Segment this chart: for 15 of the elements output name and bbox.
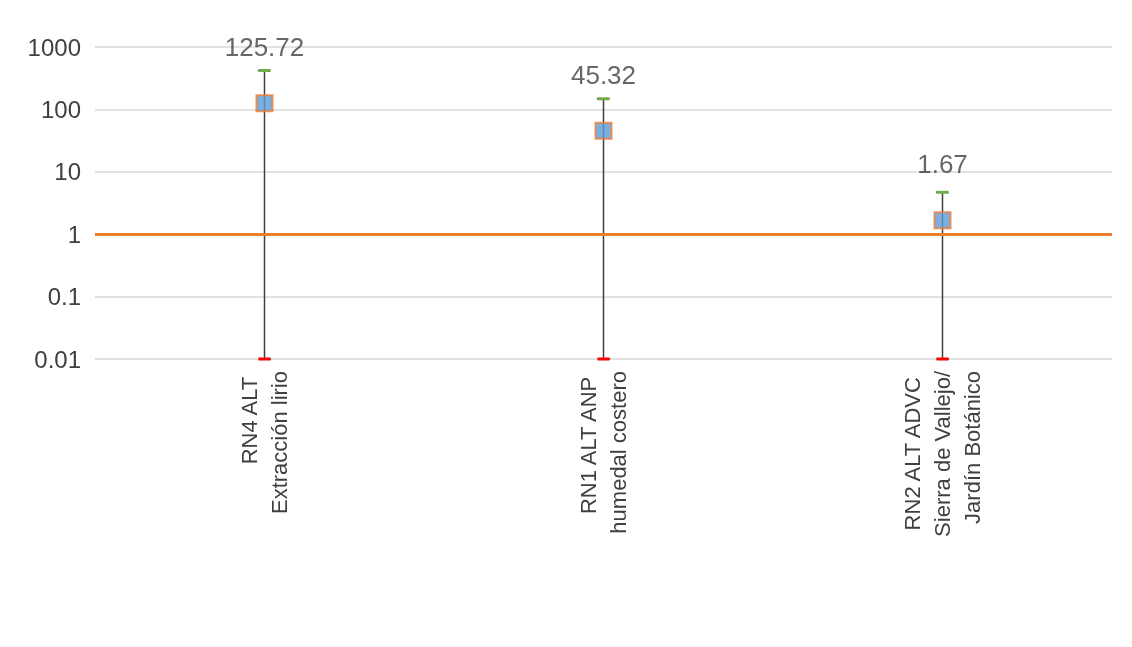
x-tick-label: RN4 ALT Extracción lirio [237,371,292,515]
y-tick-label: 0.1 [47,283,81,311]
data-label: 1.67 [917,149,968,180]
y-tick-label: 0.01 [34,345,81,373]
x-tick-label: RN2 ALT ADVC Sierra de Vallejo/Jardín Botánico [900,370,985,537]
y-tick-label: 1000 [27,33,81,61]
y-tick-label: 100 [40,95,81,123]
data-label: 45.32 [570,59,637,90]
x-tick-label: RN1 ALT ANP humedal costero [576,371,631,534]
point [255,94,274,113]
data-label: 125.72 [224,32,305,63]
point [933,211,952,230]
y-tick-label: 10 [54,158,81,186]
y-tick-label: 1 [67,220,81,248]
point [594,121,613,140]
